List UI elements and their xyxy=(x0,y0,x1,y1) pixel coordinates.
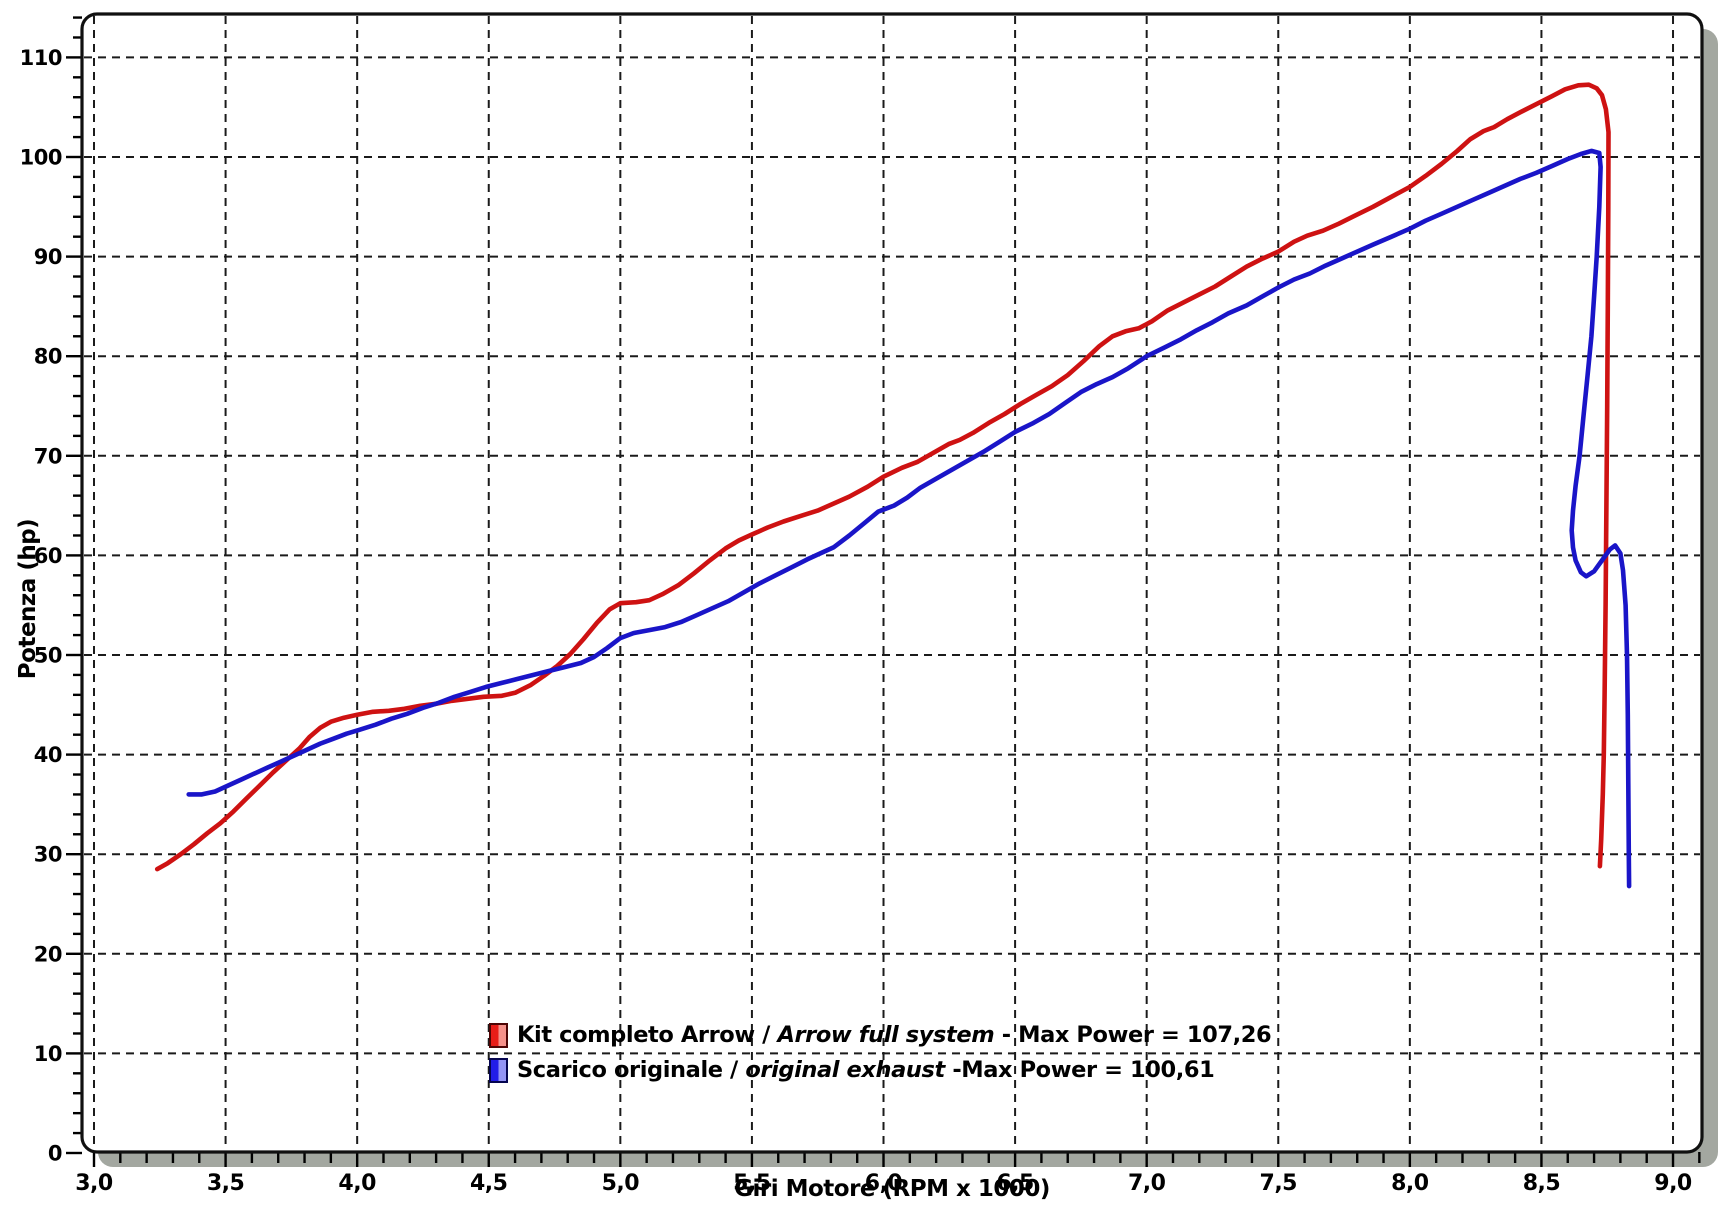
gridlines xyxy=(84,16,1700,1150)
svg-text:7,0: 7,0 xyxy=(1128,1171,1166,1196)
curve-original-exhaust xyxy=(186,148,1632,889)
legend-label: Scarico originale / original exhaust -Ma… xyxy=(517,1057,1215,1083)
svg-text:5,5: 5,5 xyxy=(733,1171,770,1196)
legend-swatch-red xyxy=(489,1022,508,1048)
plot-frame xyxy=(80,12,1704,1154)
tick-labels: 3,0 3,5 4,0 4,5 5,0 5,5 6,0 6,5 7,0 7,5 8,0 8,5 9,0 0… xyxy=(20,46,1693,1196)
svg-text:6,5: 6,5 xyxy=(996,1171,1033,1196)
svg-text:4,5: 4,5 xyxy=(470,1171,507,1196)
plot-background xyxy=(82,14,1702,1152)
svg-text:4,0: 4,0 xyxy=(338,1171,376,1196)
svg-text:3,0: 3,0 xyxy=(75,1171,113,1196)
svg-text:8,5: 8,5 xyxy=(1523,1171,1560,1196)
svg-text:80: 80 xyxy=(34,345,62,369)
curve-arrow-kit xyxy=(154,82,1611,872)
svg-text:9,0: 9,0 xyxy=(1654,1171,1692,1196)
svg-text:7,5: 7,5 xyxy=(1260,1171,1297,1196)
svg-text:30: 30 xyxy=(34,843,62,867)
svg-text:0: 0 xyxy=(48,1142,62,1166)
svg-text:90: 90 xyxy=(34,245,62,269)
svg-text:60: 60 xyxy=(34,544,62,568)
svg-text:100: 100 xyxy=(20,146,62,170)
legend-item-original-exhaust: Scarico originale / original exhaust -Ma… xyxy=(489,1056,1215,1084)
legend-item-arrow-kit: Kit completo Arrow / Arrow full system -… xyxy=(489,1021,1272,1049)
svg-text:3,5: 3,5 xyxy=(207,1171,244,1196)
svg-text:10: 10 xyxy=(34,1042,62,1066)
svg-text:70: 70 xyxy=(34,444,62,468)
svg-text:110: 110 xyxy=(20,46,62,70)
svg-text:20: 20 xyxy=(34,942,62,966)
svg-text:40: 40 xyxy=(34,743,62,767)
y-axis-title: Potenza (hp) xyxy=(15,518,41,680)
legend-label: Kit completo Arrow / Arrow full system -… xyxy=(517,1022,1272,1048)
power-curves xyxy=(154,82,1632,889)
svg-text:50: 50 xyxy=(34,644,62,668)
svg-text:8,0: 8,0 xyxy=(1391,1171,1429,1196)
svg-text:5,0: 5,0 xyxy=(602,1171,640,1196)
svg-text:6,0: 6,0 xyxy=(865,1171,903,1196)
x-axis-title: Giri Motore (RPM x 1000) xyxy=(734,1176,1050,1202)
legend-swatch-blue xyxy=(489,1057,508,1083)
